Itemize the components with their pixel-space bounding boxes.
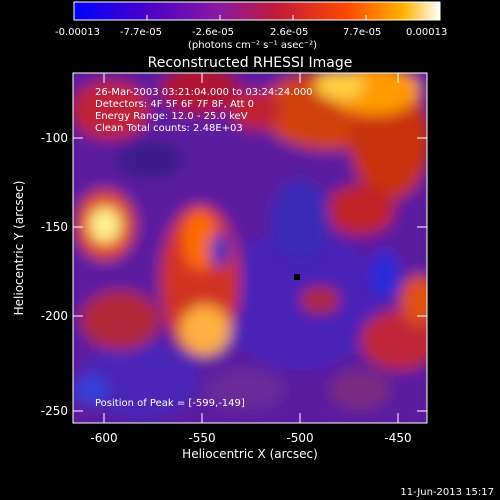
colorbar: -0.00013 -7.7e-05 -2.6e-05 2.6e-05 7.7e-… — [55, 1, 447, 51]
footer-date: 11-Jun-2013 15:17 — [400, 487, 494, 498]
x-axis-ticks — [103, 73, 399, 423]
x-tick-label: -600 — [90, 431, 117, 445]
colorbar-tick: 7.7e-05 — [343, 27, 381, 38]
peak-marker — [294, 274, 300, 280]
y-axis-ticks — [73, 137, 427, 412]
y-tick-label: -150 — [41, 220, 68, 234]
colorbar-tick: 2.6e-05 — [270, 27, 308, 38]
time-range-text: 26-Mar-2003 03:21:04.000 to 03:24:24.000 — [95, 87, 313, 98]
colorbar-tick: -7.7e-05 — [120, 27, 162, 38]
y-tick-label: -250 — [41, 404, 68, 418]
heatmap-blobs — [73, 73, 427, 423]
x-tick-label: -450 — [384, 431, 411, 445]
x-axis-title: Heliocentric X (arcsec) — [182, 447, 318, 461]
plot-frame — [72, 72, 428, 424]
colorbar-gradient — [73, 1, 441, 21]
colorbar-tick: -2.6e-05 — [192, 27, 234, 38]
detectors-text: Detectors: 4F 5F 6F 7F 8F, Att 0 — [95, 99, 254, 110]
y-tick-label: -200 — [41, 309, 68, 323]
x-tick-label: -550 — [188, 431, 215, 445]
image-plot — [72, 72, 428, 424]
colorbar-tick: 0.00013 — [406, 27, 447, 38]
peak-position-text: Position of Peak = [-599,-149] — [95, 398, 245, 409]
clean-counts-text: Clean Total counts: 2.48E+03 — [95, 123, 243, 134]
y-tick-label: -100 — [41, 131, 68, 145]
plot-title: Reconstructed RHESSI Image — [148, 55, 353, 71]
x-tick-label: -500 — [286, 431, 313, 445]
colorbar-tick: -0.00013 — [55, 27, 100, 38]
energy-range-text: Energy Range: 12.0 - 25.0 keV — [95, 111, 248, 122]
y-axis-title: Heliocentric Y (arcsec) — [12, 181, 26, 316]
colorbar-unit-label: (photons cm⁻² s⁻¹ asec⁻²) — [188, 40, 317, 51]
